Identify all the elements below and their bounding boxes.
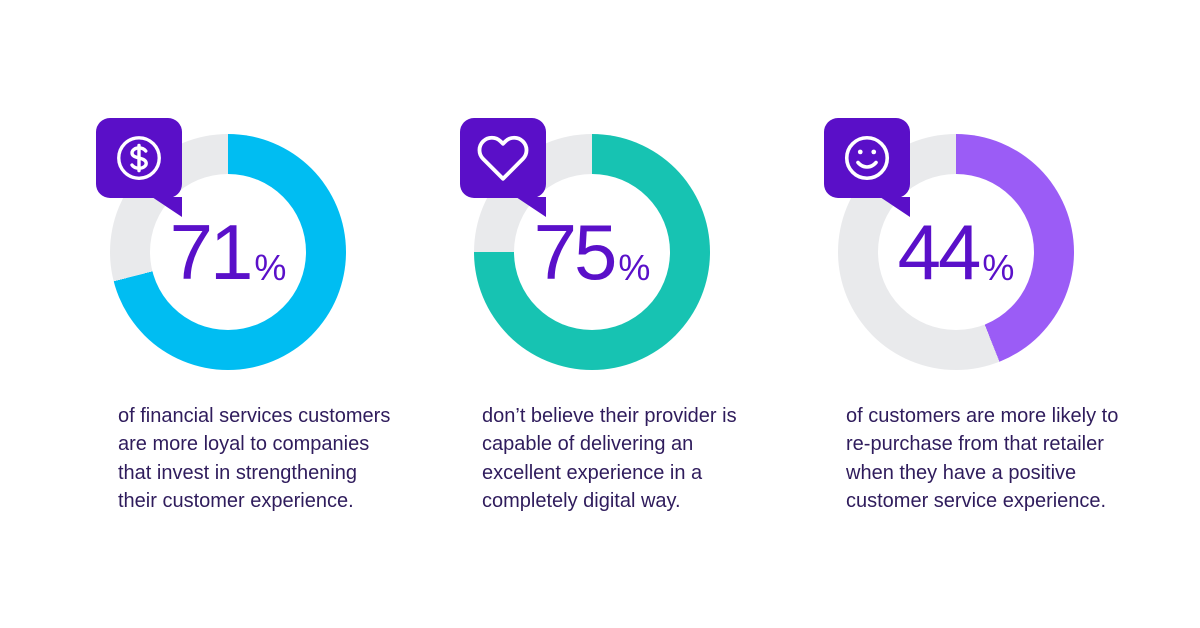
dollar-coin-icon <box>117 136 161 180</box>
smiley-icon <box>844 135 890 181</box>
stat-value: 71 <box>169 208 254 296</box>
donut-value: 44 % <box>838 134 1074 370</box>
percent-sign: % <box>618 247 651 288</box>
percent-sign: % <box>982 247 1015 288</box>
stat-description: don’t believe their provider is capable … <box>482 405 737 513</box>
stat-description: of customers are more likely to re-purch… <box>846 405 1119 513</box>
donut-chart-financial: 71 % <box>96 118 346 370</box>
icon-badge <box>96 118 182 198</box>
donut-chart-retail: 44 % <box>824 118 1074 370</box>
donut-value: 75 % <box>474 134 710 370</box>
stat-description: of financial services customers are more… <box>118 405 391 513</box>
donut-value: 71 % <box>110 134 346 370</box>
percent-sign: % <box>254 247 287 288</box>
stat-value: 75 <box>533 208 618 296</box>
stat-card-retail: 44 % of customers are more likely to re-… <box>814 118 1118 516</box>
stat-value: 44 <box>897 208 982 296</box>
stat-card-financial: 71 % of financial services customers are… <box>86 118 390 516</box>
stats-row: 71 % of financial services customers are… <box>0 0 1200 516</box>
donut-chart-provider: 75 % <box>460 118 710 370</box>
stat-card-provider: 75 % don’t believe their provider is cap… <box>450 118 750 516</box>
heart-icon <box>477 135 529 181</box>
icon-badge <box>824 118 910 198</box>
icon-badge <box>460 118 546 198</box>
